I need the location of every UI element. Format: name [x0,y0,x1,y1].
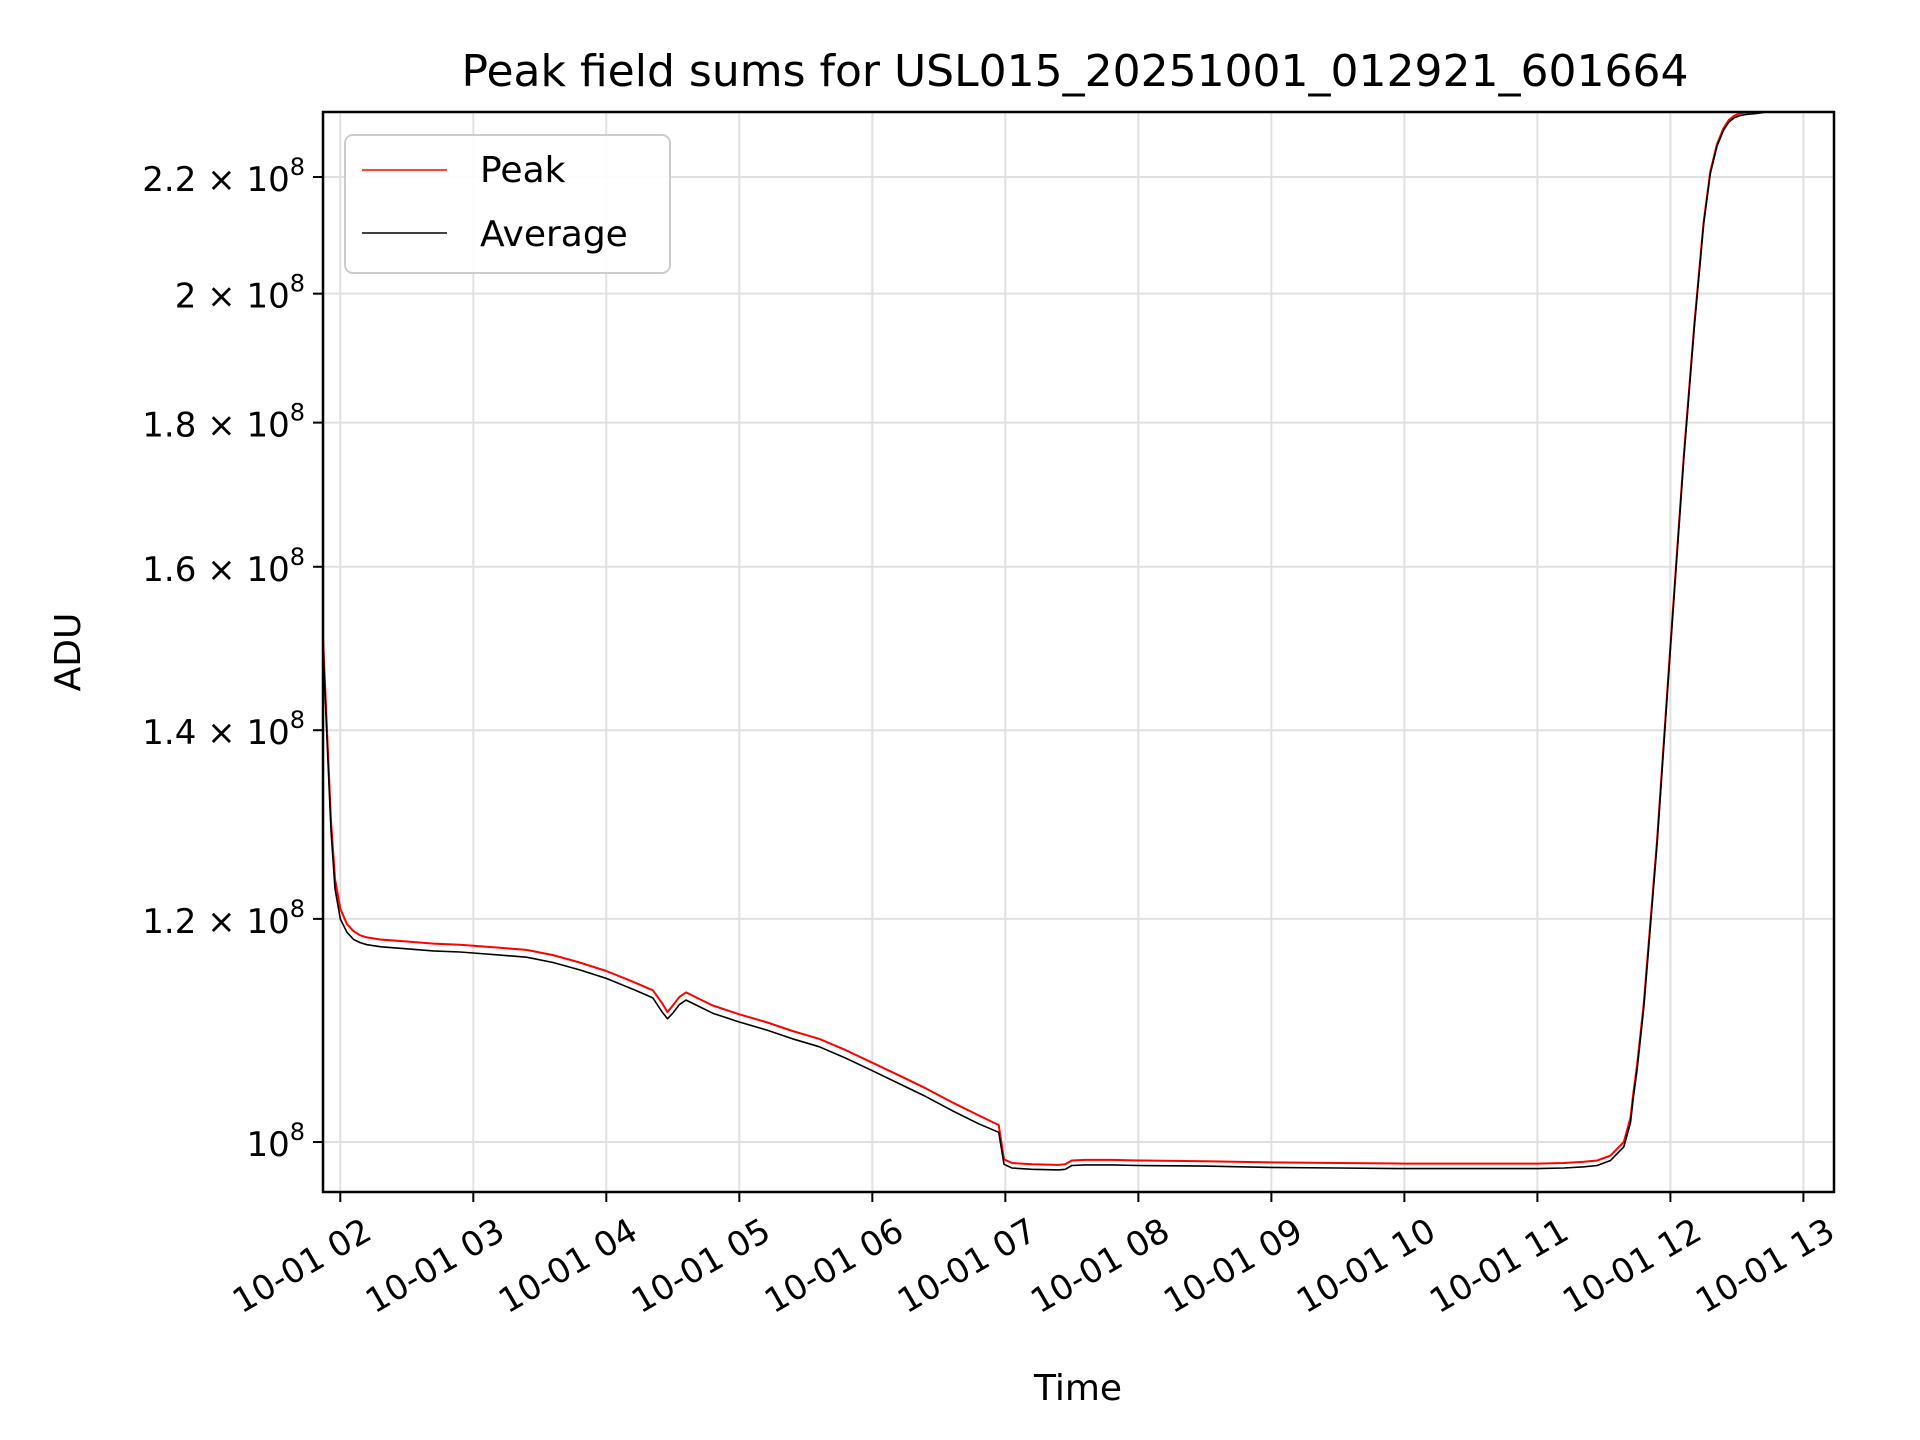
legend-label-peak: Peak [480,150,566,191]
plot-frame [321,110,1836,1194]
series-layer [323,112,1824,1171]
y-tick-label: 1.6 × 108 [142,543,305,590]
y-tick-label: 2 × 108 [175,270,305,317]
y-tick-label: 108 [246,1118,305,1165]
y-tick-label: 1.8 × 108 [142,399,305,446]
y-tick-label: 2.2 × 108 [142,153,305,200]
y-tick-label: 1.4 × 108 [142,706,305,753]
legend: Peak Average [344,134,671,274]
chart-title: Peak field sums for USL015_20251001_0129… [462,46,1689,97]
y-tick-label: 1.2 × 108 [142,895,305,942]
series-line-peak [323,112,1824,1166]
legend-label-average: Average [480,214,628,255]
series-line-average [323,112,1824,1171]
x-axis-label: Time [1033,1368,1122,1409]
y-axis-label: ADU [48,613,89,692]
